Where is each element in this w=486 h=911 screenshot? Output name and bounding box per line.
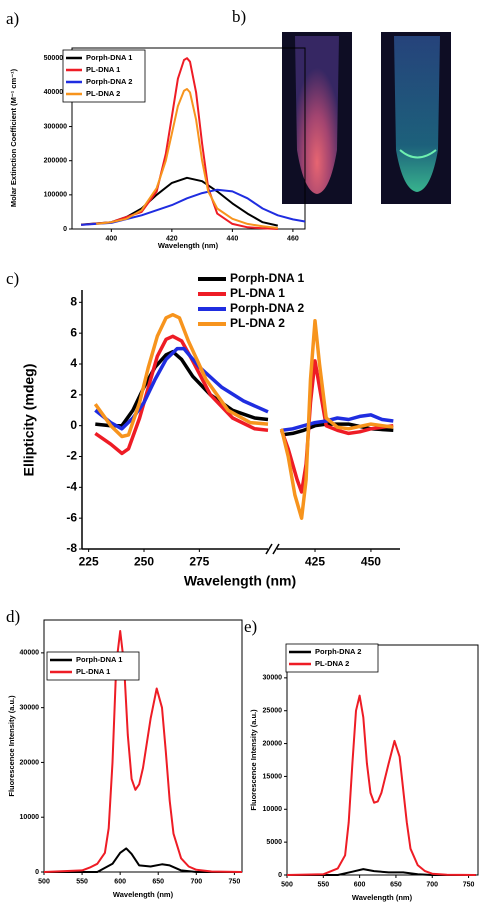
x-axis-title: Wavelength (nm): [352, 893, 413, 902]
x-tick-label: 460: [287, 236, 299, 243]
y-tick-label: -4: [66, 480, 77, 494]
plot-frame: [43, 619, 243, 873]
x-tick-label: 750: [229, 879, 241, 886]
x-tick-label: 550: [76, 879, 88, 886]
x-tick-label: 500: [281, 882, 293, 889]
tube-green: [394, 36, 440, 192]
plot: 0 100000 200000 300000 400000 500000 400 420 440…: [9, 47, 306, 250]
panel-label: c): [6, 269, 19, 288]
series-line: [81, 57, 278, 230]
legend-label: Porph-DNA 1: [230, 271, 305, 285]
series-line: [96, 88, 278, 229]
y-tick-label: 30000: [20, 704, 40, 711]
x-tick-label: 650: [152, 879, 164, 886]
panel-label: a): [6, 9, 19, 28]
legend-label: Porph-DNA 2: [86, 77, 132, 86]
y-tick-label: 0: [35, 869, 39, 876]
legend-label: Porph-DNA 2: [315, 647, 361, 656]
panel-label: b): [232, 7, 246, 26]
y-tick-label: 10000: [20, 814, 40, 821]
x-axis-title: Wavelength (nm): [184, 573, 296, 589]
y-tick-label: -6: [66, 510, 77, 524]
y-tick-label: 5000: [266, 839, 282, 846]
plot: 0 5000 10000 15000 20000 25000 30000 500 550 600 6…: [249, 643, 479, 902]
series-line: [286, 694, 476, 876]
x-tick-label: 450: [361, 555, 381, 569]
y-tick-label: 0: [70, 418, 77, 432]
legend-label: Porph-DNA 1: [86, 53, 132, 62]
y-tick-label: 2: [70, 387, 77, 401]
series-line: [287, 868, 476, 876]
plot-frame: [286, 644, 479, 876]
y-tick-label: 500000: [44, 55, 67, 62]
plot: 0 10000 20000 30000 40000 500 550 600 650 700 750 W…: [7, 619, 243, 899]
x-tick-label: 225: [79, 555, 99, 569]
y-axis-title: Fluorescence Intensity (a.u.): [7, 695, 16, 797]
y-tick-label: 15000: [263, 773, 283, 780]
y-tick-label: 300000: [44, 123, 67, 130]
x-axis-title: Wavelength (nm): [113, 890, 174, 899]
plot-frame: [71, 47, 306, 230]
y-tick-label: 0: [63, 226, 67, 233]
x-tick-label: 750: [463, 882, 475, 889]
series-line: [94, 346, 394, 433]
y-tick-label: 20000: [20, 759, 40, 766]
y-tick-label: 100000: [44, 192, 67, 199]
y-tick-label: -2: [66, 449, 77, 463]
x-tick-label: 700: [190, 879, 202, 886]
plot: -8 -6 -4 -2 0 2 4 6 8 225 250 275 425 450 Wavelength (…: [21, 271, 400, 589]
legend-label: PL-DNA 2: [86, 89, 120, 98]
y-tick-label: 10000: [263, 806, 283, 813]
series-line: [93, 312, 394, 520]
axis-break: [272, 543, 280, 555]
x-tick-label: 250: [134, 555, 154, 569]
y-axis-title: Molar Extinction Coefficient (M⁻¹ cm⁻¹): [9, 68, 18, 207]
x-tick-label: 420: [166, 236, 178, 243]
y-tick-label: 8: [70, 295, 77, 309]
x-axis-title: Wavelength (nm): [158, 241, 219, 250]
x-tick-label: 500: [38, 879, 50, 886]
tube-red: [295, 36, 339, 194]
x-tick-label: 600: [114, 879, 126, 886]
x-tick-label: 425: [305, 555, 325, 569]
x-tick-label: 650: [390, 882, 402, 889]
y-tick-label: -8: [66, 541, 77, 555]
y-tick-label: 400000: [44, 89, 67, 96]
panel-label: e): [244, 617, 257, 636]
photo: [282, 32, 451, 204]
x-tick-label: 440: [227, 236, 239, 243]
y-tick-label: 25000: [263, 708, 283, 715]
panel-label: d): [6, 607, 20, 626]
y-tick-label: 200000: [44, 158, 67, 165]
y-axis-title: Ellipticity (mdeg): [21, 364, 37, 477]
legend-label: PL-DNA 1: [86, 65, 120, 74]
legend-label: PL-DNA 2: [315, 659, 349, 668]
x-tick-label: 700: [426, 882, 438, 889]
legend-label: PL-DNA 1: [230, 286, 285, 300]
x-tick-label: 600: [354, 882, 366, 889]
legend-box: [46, 651, 140, 681]
x-tick-label: 550: [317, 882, 329, 889]
legend-label: PL-DNA 2: [230, 316, 285, 330]
series-line: [81, 188, 306, 226]
series-line: [44, 847, 242, 873]
tube-glow: [399, 149, 437, 159]
y-tick-label: 30000: [263, 675, 283, 682]
y-axis-title: Fluorescence Intensity (a.u.): [249, 709, 258, 811]
y-tick-label: 20000: [263, 740, 283, 747]
legend-box: [285, 643, 379, 673]
legend-label: PL-DNA 1: [76, 667, 110, 676]
legend-label: Porph-DNA 2: [230, 301, 305, 315]
series-line: [94, 334, 394, 494]
x-tick-label: 275: [189, 555, 209, 569]
y-tick-label: 4: [70, 356, 77, 370]
legend-label: Porph-DNA 1: [76, 655, 122, 664]
series-line: [43, 630, 243, 873]
y-tick-label: 0: [278, 872, 282, 879]
y-tick-label: 6: [70, 325, 77, 339]
y-tick-label: 40000: [20, 650, 40, 657]
axis-break: [265, 543, 273, 555]
x-tick-label: 400: [105, 236, 117, 243]
